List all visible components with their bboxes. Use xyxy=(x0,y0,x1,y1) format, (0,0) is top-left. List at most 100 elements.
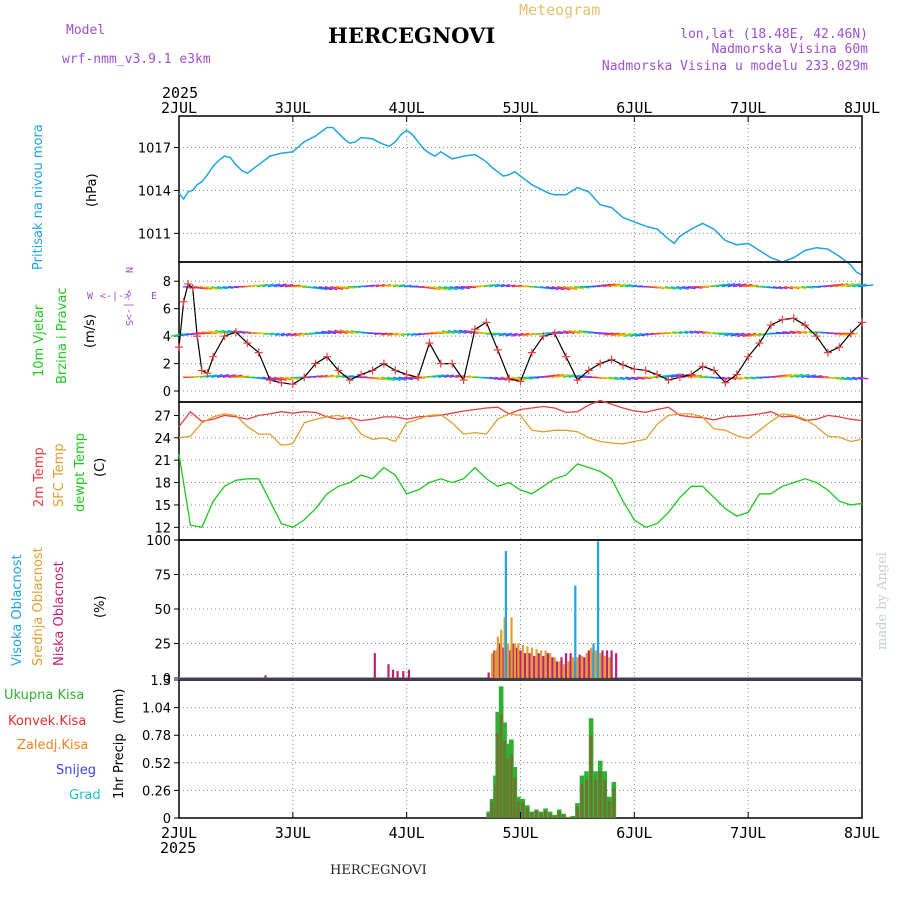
wind-gust-marker xyxy=(653,370,662,379)
wind-arrow xyxy=(747,332,762,338)
cloud-bar xyxy=(513,643,517,678)
wind-arrow xyxy=(375,283,386,288)
wind-gust-marker xyxy=(596,359,605,368)
clouds-panel: 0 25 50 75 100 xyxy=(146,534,863,687)
wind-gust-marker xyxy=(197,366,206,375)
wind-arrow xyxy=(617,332,632,337)
wind-gust-marker xyxy=(562,352,571,361)
wind-gust-marker xyxy=(203,369,212,378)
wind-arrow xyxy=(670,373,685,378)
sfc-label: SFC Temp xyxy=(52,443,67,507)
wind-arrow xyxy=(551,373,565,378)
wind-arrow xyxy=(727,282,741,288)
cloud-bar xyxy=(574,585,577,678)
wind-arrow xyxy=(333,329,348,335)
wind-label-1: 10m Vjetar xyxy=(32,304,47,377)
wind-arrow xyxy=(432,374,445,378)
precip-conv-bar xyxy=(487,813,491,818)
y-tick-label: 0 xyxy=(163,385,171,400)
wind-arrow xyxy=(398,376,414,381)
precip-conv-bar xyxy=(496,733,500,818)
wind-arrow xyxy=(852,376,863,381)
cloud-bar xyxy=(549,653,552,678)
wind-arrow xyxy=(375,376,390,381)
wind-arrow xyxy=(744,376,756,380)
cloud-bar xyxy=(526,646,529,678)
wind-gust-marker xyxy=(482,318,491,327)
y-tick-label: 1014 xyxy=(138,184,171,199)
wind-arrow xyxy=(689,330,700,335)
wind-arrow xyxy=(518,332,530,337)
wind-gust-marker xyxy=(436,359,445,368)
cloud-bar xyxy=(562,664,565,678)
cloud-bar xyxy=(502,647,505,678)
x-date-label-top: 8JUL xyxy=(844,99,880,117)
y-tick-label: 18 xyxy=(154,477,171,492)
cloud-bar xyxy=(587,650,590,678)
wind-arrow xyxy=(435,331,450,335)
wind-gust-marker xyxy=(766,321,775,330)
cloud-bar xyxy=(564,653,568,678)
temp-unit: (C) xyxy=(93,458,108,477)
wind-gust-marker xyxy=(220,332,229,341)
wind-arrow xyxy=(449,286,464,290)
wind-arrow xyxy=(441,330,456,335)
cloud-bar xyxy=(494,650,497,678)
cloud-bar xyxy=(496,636,499,678)
wind-gust-marker xyxy=(334,366,343,375)
wind-arrow xyxy=(738,283,753,288)
wind-arrow xyxy=(426,286,441,291)
wind-compass: W E <-|-> N <-|-> S xyxy=(87,267,157,326)
wind-arrow xyxy=(318,374,328,378)
wind-gust-marker xyxy=(243,338,252,347)
cloud-bar xyxy=(578,654,581,678)
wind-arrow xyxy=(562,330,575,335)
wind-arrow xyxy=(485,332,501,335)
precip-conv-bar xyxy=(530,812,534,818)
wind-gust-marker xyxy=(209,352,218,361)
y-tick-label: 2 xyxy=(163,358,171,373)
wind-gust-marker xyxy=(675,373,684,382)
wind-gust-marker xyxy=(425,338,434,347)
cloud-bar xyxy=(569,653,572,678)
legend-snow: Snijeg xyxy=(56,763,96,778)
wind-arrow xyxy=(602,283,616,288)
wind-gust-marker xyxy=(721,378,730,387)
wind-arrow xyxy=(222,374,236,378)
wind-arrow xyxy=(682,286,696,290)
t2m-label: 2m Temp xyxy=(32,447,47,507)
cloud-bar xyxy=(498,643,502,678)
wind-gust-marker xyxy=(357,370,366,379)
wind-gust-marker xyxy=(573,376,582,385)
wind-panel: 0 2 4 6 8 xyxy=(163,261,874,403)
wind-gust-marker xyxy=(516,377,525,386)
precip-conv-bar xyxy=(585,779,589,818)
precip-conv-bar xyxy=(525,807,529,818)
precip-conv-bar xyxy=(506,758,510,818)
y-tick-label: 0.26 xyxy=(142,784,171,799)
wind-arrow xyxy=(330,286,344,291)
y-tick-label: 15 xyxy=(154,499,171,514)
cloud-bar xyxy=(402,671,405,678)
wind-arrow xyxy=(214,330,229,335)
cloud-bar xyxy=(592,643,595,678)
wind-gust-marker xyxy=(527,348,536,357)
wind-arrow xyxy=(562,286,578,291)
cloud-bar xyxy=(544,650,547,678)
y-tick-label: 8 xyxy=(163,275,171,290)
wind-arrow xyxy=(694,330,705,335)
precip-conv-bar xyxy=(594,779,598,818)
cloud-bar xyxy=(603,655,606,678)
wind-arrow xyxy=(672,331,683,335)
wind-gust-marker xyxy=(379,359,388,368)
wind-arrow xyxy=(205,286,218,291)
wind-arrow xyxy=(545,286,559,291)
wind-arrow xyxy=(341,374,354,378)
cloud-bar xyxy=(493,650,496,678)
y-tick-label: 100 xyxy=(146,534,171,549)
wind-arrow xyxy=(613,283,626,288)
precip-conv-bar xyxy=(534,810,538,818)
x-date-label-bottom: 6JUL xyxy=(616,824,652,842)
wind-arrow xyxy=(664,286,676,290)
